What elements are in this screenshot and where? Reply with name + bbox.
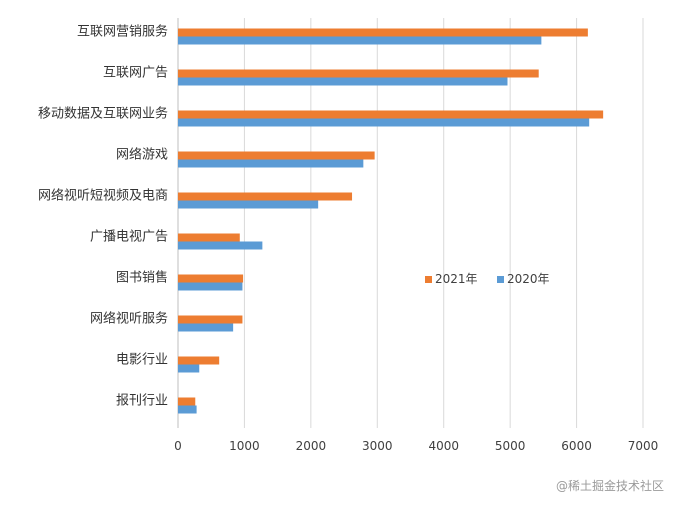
- category-label: 移动数据及互联网业务: [38, 106, 168, 122]
- bars: [178, 28, 604, 414]
- legend-swatch-2021: [425, 276, 432, 283]
- x-tick-label: 1000: [229, 439, 260, 453]
- bar-2021: [178, 192, 353, 201]
- bar-2021: [178, 69, 539, 78]
- x-tick-label: 7000: [628, 439, 659, 453]
- legend: 2021年 2020年: [425, 272, 550, 286]
- x-tick-label: 4000: [428, 439, 459, 453]
- bar-2021: [178, 151, 375, 160]
- category-label: 网络游戏: [116, 147, 168, 163]
- watermark-text: @稀土掘金技术社区: [556, 478, 664, 493]
- legend-swatch-2020: [497, 276, 504, 283]
- x-tick-label: 6000: [561, 439, 592, 453]
- bar-2021: [178, 233, 240, 242]
- bar-2020: [178, 36, 542, 45]
- bar-2021: [178, 315, 243, 324]
- legend-label-2020: 2020年: [507, 272, 550, 286]
- category-labels: 互联网营销服务互联网广告移动数据及互联网业务网络游戏网络视听短视频及电商广播电视…: [38, 24, 168, 409]
- x-tick-label: 5000: [495, 439, 526, 453]
- category-label: 报刊行业: [116, 394, 168, 409]
- bar-2020: [178, 405, 197, 414]
- bar-2021: [178, 110, 604, 119]
- x-tick-labels: 0 1000 2000 3000 4000 5000 6000 7000: [174, 439, 658, 453]
- category-label: 广播电视广告: [90, 230, 168, 245]
- x-tick-label: 2000: [296, 439, 327, 453]
- category-label: 网络视听服务: [90, 311, 168, 327]
- category-label: 互联网广告: [103, 66, 168, 81]
- x-tick-label: 0: [174, 439, 182, 453]
- bar-2020: [178, 282, 243, 291]
- bar-2020: [178, 241, 263, 250]
- x-tick-label: 3000: [362, 439, 393, 453]
- grid-lines: [177, 18, 644, 428]
- category-label: 电影行业: [116, 353, 168, 368]
- bar-2020: [178, 77, 508, 86]
- bar-2020: [178, 159, 364, 168]
- bar-2020: [178, 323, 234, 332]
- bar-2021: [178, 28, 588, 37]
- category-label: 图书销售: [116, 270, 168, 286]
- bar-2021: [178, 356, 220, 365]
- bar-2020: [178, 200, 319, 209]
- bar-2021: [178, 397, 196, 406]
- bar-2020: [178, 364, 200, 373]
- legend-label-2021: 2021年: [435, 272, 478, 286]
- bar-2020: [178, 118, 590, 127]
- category-label: 网络视听短视频及电商: [38, 188, 168, 204]
- category-label: 互联网营销服务: [77, 24, 168, 40]
- bar-2021: [178, 274, 244, 283]
